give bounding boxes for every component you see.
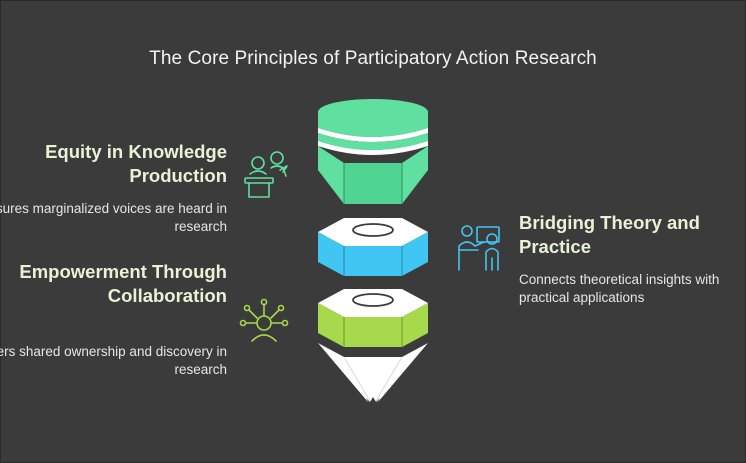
pencil-tip	[318, 343, 428, 411]
empowerment-heading: Empowerment Through Collaboration	[19, 261, 227, 306]
diagram-title: The Core Principles of Participatory Act…	[149, 48, 597, 69]
connected-person-icon	[239, 298, 289, 342]
equity-heading: Equity in Knowledge Production	[45, 141, 227, 186]
bridging-heading: Bridging Theory and Practice	[519, 212, 700, 257]
eraser-segment	[318, 99, 428, 204]
lower-segment	[318, 289, 428, 347]
teacher-board-icon	[458, 225, 500, 271]
equity-description: Ensures marginalized voices are heard in…	[0, 201, 227, 234]
bridging-description: Connects theoretical insights with pract…	[519, 272, 720, 305]
presenter-podium-icon	[244, 151, 288, 198]
empowerment-description: Fosters shared ownership and discovery i…	[0, 344, 227, 377]
body-segment	[318, 218, 428, 276]
